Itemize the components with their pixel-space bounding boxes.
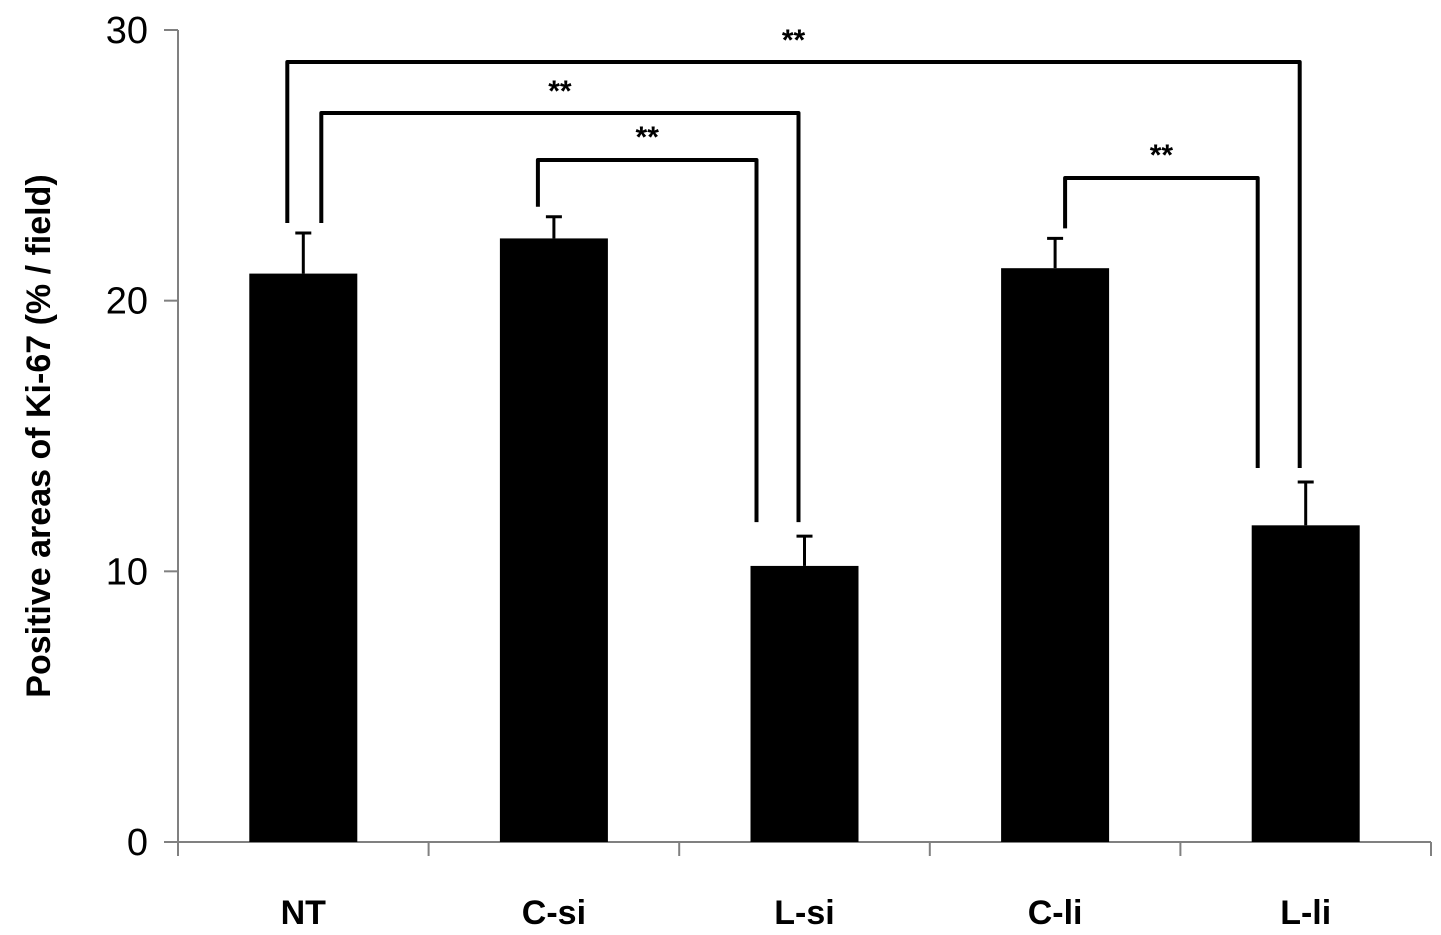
y-tick-label: 0 [127,822,148,864]
bar-l-si [750,565,859,842]
x-tick-label: L-si [774,894,834,932]
x-tick-label: C-li [1028,894,1083,932]
significance-label: ** [1150,139,1174,172]
significance-label: ** [782,24,806,57]
labels: 0 10 20 30 NT C-si L-si C-li L-li ** ** ** ** [106,10,1331,932]
bar-c-si [499,238,608,842]
bar-nt [249,273,358,843]
significance-bracket [319,111,801,523]
significance-bracket [1063,176,1260,469]
y-tick-label: 20 [106,281,148,323]
bar-l-li [1251,525,1360,842]
x-tick-label: C-si [522,894,586,932]
x-tick-label: L-li [1280,894,1331,932]
bars [249,238,1360,843]
significance-brackets [285,60,1302,523]
y-tick-label: 10 [106,551,148,593]
significance-bracket [535,158,759,523]
y-axis-label: Positive areas of Ki-67 (% / field) [20,174,58,697]
x-tick-label: NT [281,894,327,932]
significance-label: ** [636,121,660,154]
y-tick-label: 30 [106,10,148,52]
significance-label: ** [548,75,572,108]
bar-c-li [1001,268,1110,843]
error-bars [295,215,1314,566]
significance-bracket [285,60,1302,469]
